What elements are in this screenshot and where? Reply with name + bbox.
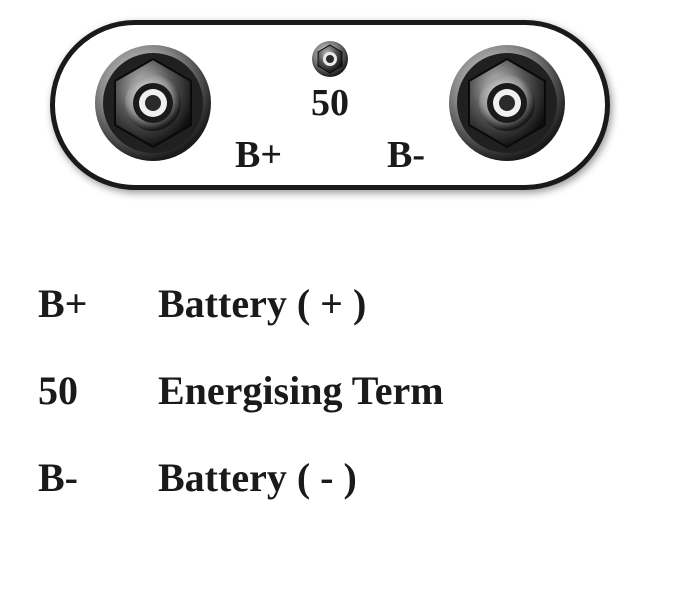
label-bplus: B+ [235,133,282,177]
legend-row: 50 Energising Term [38,367,638,414]
legend: B+ Battery ( + ) 50 Energising Term B- B… [38,280,638,541]
label-50: 50 [311,81,349,125]
terminal-bminus-nut [447,43,567,163]
legend-row: B+ Battery ( + ) [38,280,638,327]
terminal-bplus-nut [93,43,213,163]
legend-row: B- Battery ( - ) [38,454,638,501]
legend-symbol: 50 [38,367,158,414]
legend-description: Energising Term [158,367,444,414]
legend-symbol: B- [38,454,158,501]
terminal-50-nut [311,40,349,78]
legend-symbol: B+ [38,280,158,327]
label-bminus: B- [387,133,425,177]
terminal-panel: B+ 50 B- [50,20,610,190]
legend-description: Battery ( + ) [158,280,366,327]
legend-description: Battery ( - ) [158,454,357,501]
